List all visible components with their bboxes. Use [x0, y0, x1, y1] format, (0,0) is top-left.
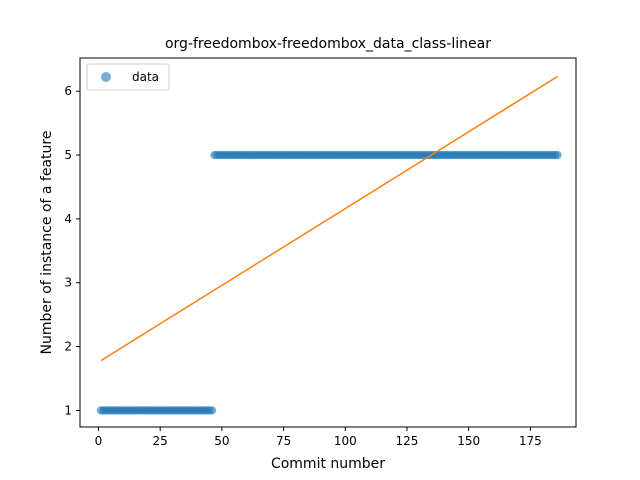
- legend-label-data: data: [132, 70, 159, 84]
- x-tick-label: 50: [214, 434, 229, 448]
- x-tick-label: 100: [334, 434, 357, 448]
- fit-line: [100, 75, 558, 362]
- x-tick-label: 0: [95, 434, 103, 448]
- y-tick-label: 4: [64, 212, 72, 226]
- chart-title: org-freedombox-freedombox_data_class-lin…: [165, 36, 491, 52]
- x-tick-label: 25: [153, 434, 168, 448]
- y-tick-label: 3: [64, 276, 72, 290]
- y-axis: 1 2 3 4 5 6: [64, 84, 80, 417]
- x-axis-label: Commit number: [271, 456, 385, 472]
- data-point: [207, 406, 217, 415]
- x-axis: 0 25 50 75 100 125 150 175: [95, 427, 542, 448]
- legend-box: [86, 63, 170, 91]
- data-point: [553, 150, 562, 160]
- y-tick-label: 2: [64, 340, 72, 354]
- axes-frame: [79, 57, 577, 428]
- y-tick-label: 5: [64, 148, 72, 162]
- y-tick-label: 6: [64, 84, 72, 98]
- x-tick-label: 75: [276, 434, 291, 448]
- y-tick-label: 1: [64, 403, 72, 417]
- y-axis-label: Number of instance of a feature: [39, 131, 55, 355]
- x-tick-label: 125: [396, 434, 419, 448]
- plot-area: [96, 75, 562, 415]
- legend: data: [86, 63, 170, 91]
- x-tick-label: 150: [457, 434, 480, 448]
- x-tick-label: 175: [519, 434, 542, 448]
- legend-marker-data: [101, 72, 111, 82]
